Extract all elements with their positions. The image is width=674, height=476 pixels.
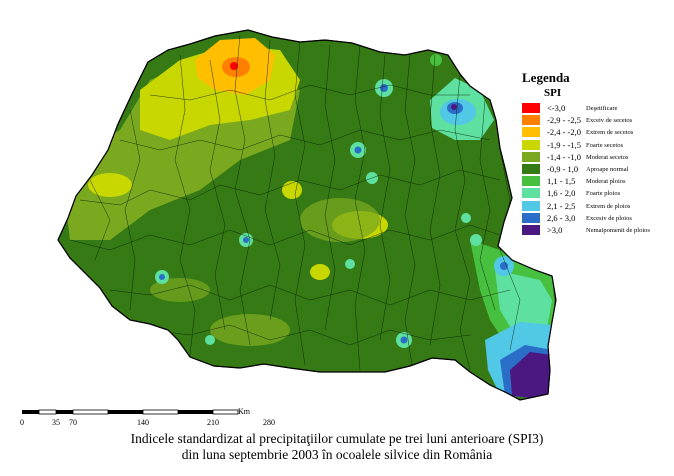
spi-zone-foarte-secetos-mid (282, 181, 302, 199)
scale-tick-label: 280 (263, 418, 275, 427)
legend-range: 2,1 - 2,5 (547, 200, 576, 211)
legend-item: 2,1 - 2,5 Extrem de ploios (518, 200, 674, 213)
legend-range: -2,9 - -2,5 (547, 115, 581, 126)
legend-swatch (522, 103, 540, 113)
legend-item: 1,1 - 1,5 Moderat ploios (518, 176, 674, 188)
legend-range: -1,9 - -1,5 (547, 139, 581, 150)
spi-spot-9-core (400, 336, 408, 344)
legend-range: -1,4 - -1,0 (547, 151, 581, 162)
legend-title: Legenda (522, 70, 570, 85)
legend-swatch (522, 176, 540, 187)
legend-label: Moderat ploios (586, 178, 626, 186)
caption-line-2: din luna septembrie 2003 în ocoalele sil… (181, 447, 493, 462)
legend-item: -2,9 - -2,5 Exceiv de secetos (518, 115, 674, 127)
legend-label: Foarte ploios (586, 190, 621, 198)
spi-spot-12 (205, 335, 215, 345)
spi-spot-6-core (500, 262, 508, 270)
spi-zone-foarte-secetos-south (310, 264, 330, 280)
legend-range: >3,0 (547, 225, 563, 235)
legend-label: Extrem de ploios (586, 202, 631, 210)
spi-spot-1-core (380, 84, 388, 92)
spi-spot-8-core (159, 274, 165, 280)
legend-range: -0,9 - 1,0 (547, 164, 579, 174)
spi-zone-foarte-ploios-east (495, 270, 552, 340)
legend-item: -1,4 - -1,0 Moderat secetos (518, 151, 674, 164)
caption-line-1: Indicele standardizat al precipitaţiilor… (130, 431, 544, 446)
spi-zone-nemaipomenit-southeast (510, 352, 552, 400)
legend-range: 2,6 - 3,0 (547, 212, 576, 223)
legend-swatch (522, 139, 540, 150)
scale-tick-label: 35 (52, 418, 60, 427)
spi-zone-moderat-secetos-south (210, 314, 290, 346)
scale-bar: 0 35 70 140 210 280 Km (18, 407, 275, 432)
legend-swatch (522, 212, 540, 223)
legend-label: Moderat secetos (586, 153, 629, 161)
legend-swatch (522, 127, 540, 138)
spi-zone-desertificare-north (230, 62, 238, 70)
scale-unit: Km (238, 407, 250, 416)
legend-label: Extrem de secetos (586, 129, 634, 137)
legend-label: Exceiv de secetos (586, 117, 633, 125)
spi-spot-4 (461, 213, 471, 223)
romania-border (57, 29, 557, 401)
spi-spot-11 (430, 54, 442, 66)
spi-spot-2-core (354, 146, 362, 154)
legend-swatch (522, 200, 540, 211)
spi-zone-nemaipomenit-northeast (451, 104, 457, 110)
spi-spot-7-core (243, 237, 249, 243)
scale-bar-graphic (22, 409, 239, 415)
legend-item: -0,9 - 1,0 Aproape normal (518, 164, 674, 176)
legend-label: Foarte secetos (586, 141, 624, 149)
spi-spot-5 (470, 234, 482, 246)
legend-range: 1,6 - 2,0 (547, 188, 576, 199)
legend-swatch (522, 115, 540, 126)
legend-swatch (522, 188, 540, 199)
legend-label: Nemaipomenit de ploios (586, 227, 650, 234)
legend-item: -1,9 - -1,5 Foarte secetos (518, 139, 674, 152)
legend-label: Excesiv de ploios (586, 214, 632, 222)
scale-tick-label: 70 (69, 418, 77, 427)
legend-range: -2,4 - -2,0 (547, 127, 581, 138)
spi-zone-moderat-secetos-sw (150, 278, 210, 302)
legend-item: 2,6 - 3,0 Excesiv de ploios (518, 212, 674, 225)
legend-range: <-3,0 (547, 103, 566, 113)
legend-item: 1,6 - 2,0 Foarte ploios (518, 188, 674, 200)
legend-subtitle: SPI (544, 87, 562, 99)
spi-zone-moderat-secetos-center (300, 198, 380, 242)
spi-zone-foarte-secetos-west (88, 173, 132, 197)
legend-swatch (522, 151, 540, 162)
legend-swatch (522, 225, 540, 235)
legend-label: Aproape normal (586, 166, 629, 173)
legend-item: >3,0 Nemaipomenit de ploios (518, 225, 674, 237)
spi-spot-10 (345, 259, 355, 269)
legend-item: -2,4 - -2,0 Extrem de secetos (518, 127, 674, 139)
scale-tick-label: 140 (137, 418, 149, 427)
forest-district-boundaries (69, 34, 521, 371)
legend-swatch (522, 164, 540, 174)
legend-range: 1,1 - 1,5 (547, 176, 576, 187)
scale-tick-label: 210 (207, 418, 219, 427)
legend-item: <-3,0 Deşetificare (518, 103, 674, 115)
legend-label: Deşetificare (586, 105, 618, 112)
scale-tick-label: 0 (20, 418, 24, 427)
